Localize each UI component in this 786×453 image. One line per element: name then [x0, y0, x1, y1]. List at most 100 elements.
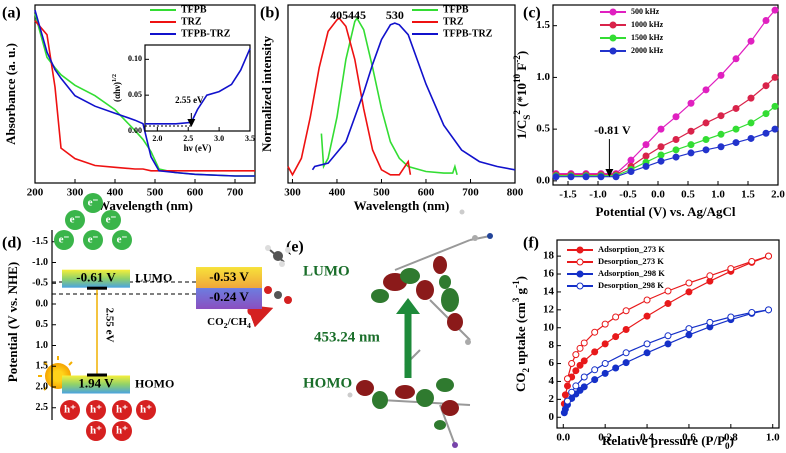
label-part: ) [513, 276, 528, 280]
x-tick-label: -1.0 [589, 189, 607, 201]
marker [747, 134, 755, 142]
marker [580, 339, 588, 347]
x-tick-label: 2.0 [771, 189, 785, 201]
y-axis-label: CO2 uptake (cm3 g-1) [511, 276, 531, 392]
y-tick-label: -0.5 [32, 278, 48, 289]
marker [762, 82, 770, 90]
label-part: F [514, 63, 529, 74]
diagram-art [38, 245, 292, 391]
marker [576, 361, 584, 369]
marker [748, 257, 756, 265]
electron [54, 230, 74, 250]
band-edge [87, 373, 107, 377]
marker [664, 300, 672, 308]
level-name: HOMO [135, 376, 174, 390]
label-part: 2 [512, 110, 522, 115]
series-line [556, 9, 776, 175]
marker [563, 375, 571, 383]
label-part: (αhν) [112, 82, 122, 102]
series-line [566, 255, 769, 379]
legend-label: TFPB [443, 4, 469, 15]
marker [576, 344, 584, 352]
electron-label: e⁻ [59, 234, 70, 246]
reduction-level [196, 267, 262, 289]
marker [627, 168, 635, 176]
electron-label: e⁻ [117, 234, 128, 246]
plot-frame [144, 44, 251, 132]
series-line [311, 22, 516, 171]
marker [643, 312, 651, 320]
marker [622, 359, 630, 367]
homo-label: HOMO [303, 375, 352, 391]
y-axis-label: 1/CS2 (*1010 F-2) [512, 51, 532, 139]
label-part: ) [514, 51, 529, 55]
marker [664, 287, 672, 295]
legend-label: 1500 kHz [631, 33, 664, 42]
y-tick-label: 2 [549, 393, 555, 405]
marker [612, 333, 620, 341]
marker [702, 86, 710, 94]
marker [601, 360, 609, 368]
level-value: -0.24 V [209, 289, 249, 304]
annotation: -0.81 V [594, 123, 631, 137]
marker [771, 125, 779, 133]
hole-label: h⁺ [90, 404, 102, 416]
legend-label: TRZ [443, 16, 464, 27]
series-line [556, 128, 776, 178]
hole-label: h⁺ [64, 404, 76, 416]
legend-marker [576, 246, 584, 254]
lumo-label: LUMO [303, 263, 350, 279]
label-part: ) [730, 433, 734, 448]
x-tick-label: 300 [284, 187, 301, 199]
legend-marker [609, 21, 617, 29]
label-part: 2 [521, 367, 531, 372]
x-tick-label: 300 [67, 187, 84, 199]
reduction-level [196, 288, 262, 310]
marker [627, 156, 635, 164]
label-part: 1/C [514, 120, 529, 140]
plot-frame [552, 4, 779, 186]
series-line [563, 309, 769, 413]
electron [83, 193, 103, 213]
y-axis-label: (αhν)1/2 [111, 74, 122, 102]
y-tick-label: 0.0 [36, 298, 49, 309]
y-tick-label: 0.00 [128, 126, 142, 135]
legend-marker [609, 34, 617, 42]
marker [597, 173, 605, 181]
marker [717, 71, 725, 79]
marker [765, 252, 773, 260]
hole-label: h⁺ [140, 404, 152, 416]
marker [771, 73, 779, 81]
marker [717, 130, 725, 138]
legend-label: TFPB [181, 4, 207, 15]
y-tick-label: 0.5 [536, 123, 550, 135]
marker [643, 340, 651, 348]
marker [717, 112, 725, 120]
electron [65, 210, 85, 230]
x-tick-label: 400 [329, 187, 346, 199]
marker [612, 173, 620, 181]
marker [706, 318, 714, 326]
marker [580, 373, 588, 381]
marker [572, 351, 580, 359]
marker [601, 320, 609, 328]
marker [687, 99, 695, 107]
marker [657, 143, 665, 151]
y-axis-label: Normalized intensity [259, 36, 274, 152]
series-line [287, 17, 412, 177]
hole-label: h⁺ [116, 404, 128, 416]
marker [563, 382, 571, 390]
y-tick-label: 12 [543, 303, 555, 315]
label-part: -1 [511, 280, 521, 288]
marker [664, 340, 672, 348]
label-part: 4 [247, 321, 251, 330]
marker [727, 313, 735, 321]
marker [601, 369, 609, 377]
marker [685, 325, 693, 333]
gap-label: 2.55 eV [103, 308, 115, 343]
label-part: CO [513, 372, 528, 392]
x-tick-label: 1.0 [711, 189, 725, 201]
marker [591, 366, 599, 374]
marker [747, 119, 755, 127]
